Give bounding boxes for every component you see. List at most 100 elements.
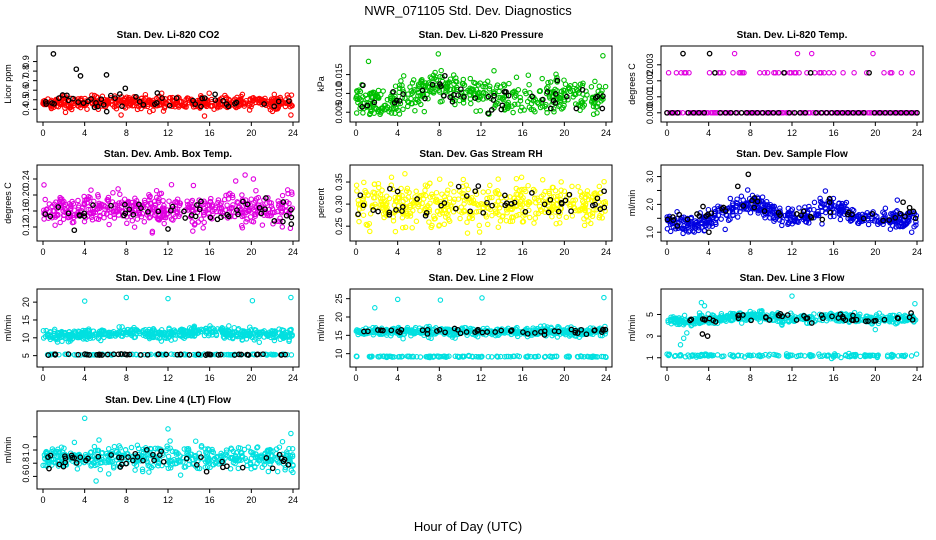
data-point [485, 93, 492, 100]
data-point [136, 98, 143, 105]
data-point [358, 96, 364, 103]
data-point [417, 354, 424, 360]
x-tick-label: 24 [912, 247, 922, 257]
data-point [761, 70, 768, 76]
data-point [145, 208, 151, 215]
data-point [718, 313, 725, 319]
y-tick-label: 0.015 [334, 63, 344, 86]
data-point [797, 109, 803, 116]
data-point [485, 353, 492, 360]
data-point [669, 214, 676, 220]
data-point [763, 198, 770, 205]
data-point [371, 99, 378, 106]
data-point [664, 216, 671, 223]
data-point [71, 227, 78, 234]
data-point [442, 329, 448, 336]
data-point [242, 172, 248, 178]
data-point [450, 72, 457, 78]
data-point [57, 219, 63, 226]
data-point [467, 199, 473, 206]
data-point [764, 70, 771, 76]
data-point [364, 102, 371, 109]
data-point [141, 219, 148, 225]
data-point [479, 329, 486, 336]
data-point [115, 186, 121, 192]
data-point [727, 109, 734, 116]
data-point [120, 97, 126, 104]
data-point [86, 352, 93, 358]
data-point [665, 70, 672, 76]
data-point [57, 194, 63, 201]
x-tick-label: 24 [288, 373, 298, 383]
data-point [419, 87, 426, 94]
data-point [815, 211, 821, 217]
data-point [553, 220, 559, 227]
data-point [557, 220, 563, 226]
data-point [398, 78, 404, 84]
x-tick-label: 20 [246, 373, 256, 383]
data-point [526, 214, 533, 221]
data-point [585, 208, 592, 214]
data-point [489, 212, 495, 219]
data-point [140, 332, 147, 338]
data-point [892, 214, 899, 221]
x-tick-label: 12 [163, 247, 173, 257]
data-point [280, 199, 287, 205]
data-point [451, 332, 457, 338]
data-point [266, 199, 273, 206]
data-point [598, 353, 605, 360]
data-point [168, 351, 175, 357]
data-point [399, 214, 406, 221]
data-point [405, 91, 411, 97]
data-point [230, 202, 236, 208]
data-point [465, 186, 471, 193]
data-point [41, 182, 47, 188]
data-point [791, 218, 798, 225]
data-point [594, 93, 601, 100]
data-point [370, 332, 377, 338]
data-point [365, 58, 372, 65]
data-point [212, 204, 219, 211]
data-point [393, 97, 400, 104]
series-hourly [355, 183, 608, 219]
data-point [75, 328, 82, 334]
data-point [510, 353, 517, 360]
y-tick-label: 1.0 [645, 226, 655, 239]
y-tick-label: 0.35 [334, 173, 344, 191]
data-point [829, 109, 835, 116]
x-tick-label: 0 [40, 128, 45, 138]
x-tick-label: 8 [748, 247, 753, 257]
x-tick-label: 12 [476, 128, 486, 138]
data-point [428, 75, 435, 82]
data-point [402, 224, 409, 231]
data-point [511, 101, 518, 108]
data-point [215, 197, 222, 203]
data-point [596, 214, 603, 221]
data-point [517, 97, 524, 104]
data-point [528, 100, 535, 107]
series-all [664, 50, 920, 116]
data-point [484, 199, 490, 206]
data-point [360, 82, 366, 89]
data-point [360, 110, 366, 116]
data-point [754, 109, 761, 116]
x-tick-label: 8 [124, 373, 129, 383]
x-tick-label: 20 [870, 247, 880, 257]
y-axis-label: percent [316, 187, 326, 218]
data-point [910, 208, 917, 215]
data-point [238, 351, 245, 358]
data-point [53, 335, 60, 342]
data-point [475, 183, 482, 189]
figure-x-axis-label: Hour of Day (UTC) [414, 519, 522, 534]
data-point [437, 211, 443, 217]
data-point [743, 200, 750, 206]
data-point [271, 91, 278, 98]
y-tick-label: 0.30 [334, 195, 344, 213]
data-point [232, 178, 239, 184]
data-point [370, 189, 376, 196]
data-point [473, 108, 479, 114]
data-point [880, 209, 886, 215]
data-point [63, 332, 70, 338]
data-point [600, 53, 606, 59]
data-point [239, 328, 245, 334]
